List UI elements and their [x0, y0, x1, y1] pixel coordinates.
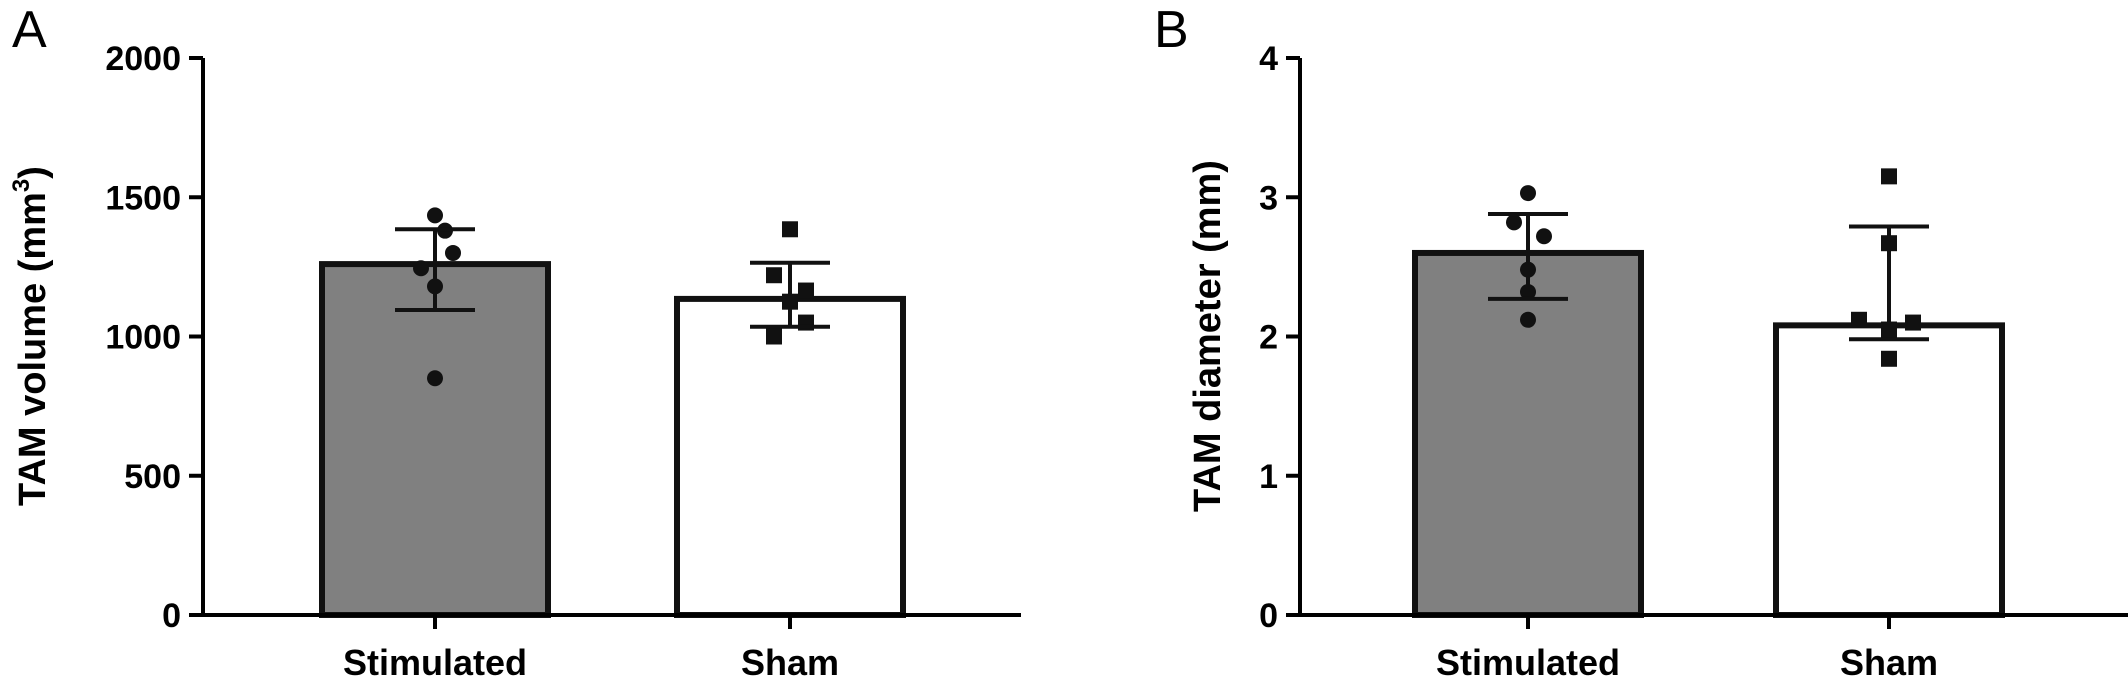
bars: [1412, 249, 2005, 618]
x-ticks: Stimulated Sham: [1436, 615, 1938, 683]
panel-letter-b: B: [1154, 1, 1189, 59]
error-bars: [1488, 211, 1929, 342]
data-point: [445, 244, 461, 261]
bar-sham: [674, 295, 906, 618]
bar-stimulated: [319, 261, 551, 618]
y-tick-label: 2000: [105, 40, 181, 78]
data-point: [1506, 214, 1522, 231]
data-point: [427, 370, 443, 387]
y-axis-label: TAM volume (mm3): [8, 166, 54, 506]
bars: [319, 261, 906, 618]
data-point: [766, 267, 782, 284]
x-tick-label: Stimulated: [343, 642, 527, 683]
y-tick-label: 0: [162, 597, 181, 635]
y-ticks: 0 1 2 3 4: [1259, 40, 1300, 635]
data-point: [427, 207, 443, 224]
data-point: [1520, 185, 1536, 202]
x-tick-label: Sham: [741, 642, 839, 683]
bar-stimulated: [1412, 249, 1644, 618]
y-tick-label: 1500: [105, 179, 181, 217]
error-bars: [395, 227, 830, 329]
y-tick-label: 0: [1259, 597, 1278, 635]
y-tick-label: 1000: [105, 319, 181, 357]
y-axis-label: TAM diameter (mm): [1187, 160, 1229, 512]
y-tick-label: 1: [1259, 458, 1278, 496]
data-point: [1520, 311, 1536, 328]
panel-letter-a: A: [12, 1, 47, 59]
data-point: [1881, 350, 1897, 367]
x-tick-label: Sham: [1840, 642, 1938, 683]
bar-sham: [1773, 322, 2005, 618]
data-point: [766, 328, 782, 345]
y-tick-label: 2: [1259, 319, 1278, 357]
data-point: [1905, 314, 1921, 331]
panel-b: B 0 1 2 3 4 Stimulated Sham TAM diameter (mm): [1154, 1, 2128, 683]
data-point: [1851, 311, 1867, 328]
data-point: [1536, 228, 1552, 245]
y-ticks: 0 500 1000 1500 2000: [105, 40, 203, 635]
data-point: [782, 221, 798, 238]
x-tick-label: Stimulated: [1436, 642, 1620, 683]
x-ticks: Stimulated Sham: [343, 615, 839, 683]
y-tick-label: 500: [124, 458, 181, 496]
panel-a: A 0 500 1000 1500 2000 Stimulated Sham TAM vo…: [8, 1, 1021, 683]
data-point: [413, 260, 429, 277]
data-point: [798, 282, 814, 299]
data-points: [413, 207, 814, 387]
data-point: [1881, 168, 1897, 185]
y-tick-label: 4: [1259, 40, 1278, 78]
y-tick-label: 3: [1259, 179, 1278, 217]
